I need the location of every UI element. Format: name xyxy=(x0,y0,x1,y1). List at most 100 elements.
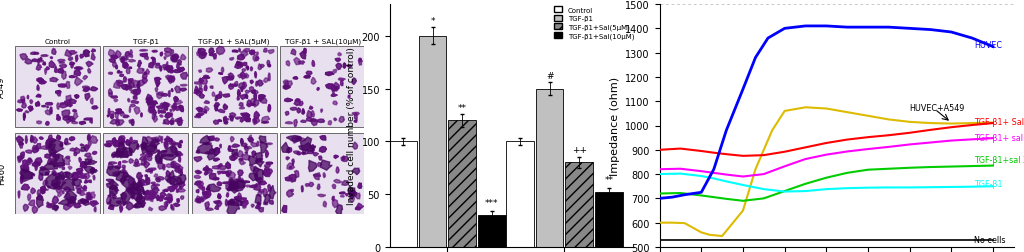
Polygon shape xyxy=(146,98,150,100)
Text: ++: ++ xyxy=(571,145,587,154)
Polygon shape xyxy=(75,95,79,99)
Polygon shape xyxy=(133,90,138,97)
Polygon shape xyxy=(218,165,221,168)
Polygon shape xyxy=(45,172,49,175)
Polygon shape xyxy=(163,190,168,192)
Polygon shape xyxy=(120,138,125,144)
Polygon shape xyxy=(259,181,266,185)
Polygon shape xyxy=(287,163,295,170)
Polygon shape xyxy=(246,185,251,187)
Polygon shape xyxy=(137,82,140,90)
Polygon shape xyxy=(159,196,163,201)
Polygon shape xyxy=(156,154,162,162)
Polygon shape xyxy=(129,86,132,92)
Polygon shape xyxy=(329,121,332,125)
Polygon shape xyxy=(66,157,70,159)
Polygon shape xyxy=(244,181,250,183)
Polygon shape xyxy=(195,87,199,92)
Polygon shape xyxy=(199,89,203,93)
Polygon shape xyxy=(343,64,346,69)
Polygon shape xyxy=(58,199,76,205)
Polygon shape xyxy=(75,78,83,86)
Polygon shape xyxy=(175,101,182,105)
Polygon shape xyxy=(138,183,144,186)
Polygon shape xyxy=(139,164,146,166)
Polygon shape xyxy=(180,85,187,87)
Polygon shape xyxy=(166,67,173,73)
Polygon shape xyxy=(175,119,183,122)
Polygon shape xyxy=(212,92,215,97)
Polygon shape xyxy=(83,186,87,190)
Polygon shape xyxy=(74,153,77,156)
Polygon shape xyxy=(216,201,222,206)
Polygon shape xyxy=(197,90,202,97)
Text: H460: H460 xyxy=(0,163,6,185)
Polygon shape xyxy=(334,155,339,159)
Polygon shape xyxy=(229,179,238,190)
Polygon shape xyxy=(122,161,128,163)
Polygon shape xyxy=(108,203,111,204)
Polygon shape xyxy=(204,191,211,199)
Polygon shape xyxy=(237,197,243,202)
Polygon shape xyxy=(63,116,70,121)
Polygon shape xyxy=(245,117,251,122)
Polygon shape xyxy=(177,154,180,157)
Polygon shape xyxy=(119,162,121,166)
Polygon shape xyxy=(247,104,256,106)
Polygon shape xyxy=(150,169,153,173)
Polygon shape xyxy=(164,120,170,125)
Polygon shape xyxy=(86,163,89,165)
Polygon shape xyxy=(308,161,317,172)
Polygon shape xyxy=(157,195,160,201)
Polygon shape xyxy=(353,142,357,150)
Polygon shape xyxy=(332,184,336,189)
Polygon shape xyxy=(90,168,97,173)
Polygon shape xyxy=(240,161,246,165)
Polygon shape xyxy=(114,82,121,89)
Polygon shape xyxy=(153,112,156,120)
Polygon shape xyxy=(229,116,233,119)
Polygon shape xyxy=(163,122,166,124)
Polygon shape xyxy=(80,55,83,59)
Polygon shape xyxy=(146,98,153,105)
FancyBboxPatch shape xyxy=(103,133,188,214)
Polygon shape xyxy=(91,50,95,52)
Polygon shape xyxy=(254,184,261,191)
Polygon shape xyxy=(137,69,143,74)
Polygon shape xyxy=(251,81,253,84)
Polygon shape xyxy=(80,199,86,203)
Polygon shape xyxy=(157,107,164,109)
Polygon shape xyxy=(47,202,49,204)
Polygon shape xyxy=(136,196,144,202)
Polygon shape xyxy=(245,147,249,151)
Polygon shape xyxy=(307,111,312,118)
Polygon shape xyxy=(293,77,298,80)
Polygon shape xyxy=(112,97,118,99)
Polygon shape xyxy=(309,182,313,187)
Polygon shape xyxy=(218,120,222,122)
Polygon shape xyxy=(213,148,220,156)
Polygon shape xyxy=(331,94,337,97)
Polygon shape xyxy=(209,174,216,180)
Polygon shape xyxy=(49,61,55,68)
Polygon shape xyxy=(76,186,83,190)
Polygon shape xyxy=(46,68,49,71)
Polygon shape xyxy=(88,161,92,163)
Polygon shape xyxy=(59,65,67,69)
Polygon shape xyxy=(227,200,234,205)
Polygon shape xyxy=(289,167,292,169)
Polygon shape xyxy=(47,186,51,188)
Polygon shape xyxy=(251,165,254,172)
Polygon shape xyxy=(254,168,260,172)
Polygon shape xyxy=(352,169,359,175)
Polygon shape xyxy=(287,191,294,197)
Polygon shape xyxy=(177,152,181,154)
Polygon shape xyxy=(116,112,124,114)
Polygon shape xyxy=(83,76,88,80)
Polygon shape xyxy=(164,198,171,200)
Polygon shape xyxy=(134,89,140,96)
Polygon shape xyxy=(234,62,242,69)
Polygon shape xyxy=(152,184,158,190)
Polygon shape xyxy=(69,105,73,107)
Polygon shape xyxy=(129,68,132,69)
